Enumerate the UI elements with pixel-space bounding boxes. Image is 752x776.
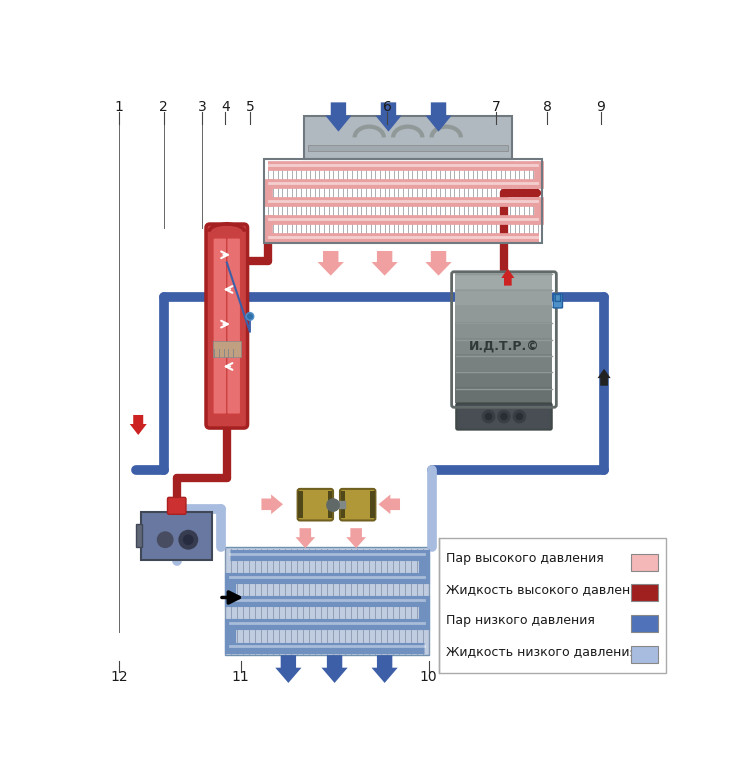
Bar bbox=[299, 491, 303, 518]
Polygon shape bbox=[130, 415, 147, 435]
Polygon shape bbox=[275, 655, 302, 683]
Text: 6: 6 bbox=[383, 100, 391, 114]
Bar bbox=[341, 491, 345, 518]
FancyBboxPatch shape bbox=[298, 489, 333, 521]
FancyBboxPatch shape bbox=[553, 294, 562, 308]
Text: 11: 11 bbox=[232, 670, 250, 684]
Text: 1: 1 bbox=[114, 100, 123, 114]
Bar bbox=[370, 491, 374, 518]
Polygon shape bbox=[347, 528, 366, 548]
Polygon shape bbox=[371, 251, 398, 275]
Text: Жидкость высокого давления: Жидкость высокого давления bbox=[446, 584, 646, 596]
Polygon shape bbox=[296, 528, 315, 548]
Circle shape bbox=[513, 411, 526, 423]
FancyBboxPatch shape bbox=[308, 144, 508, 151]
Polygon shape bbox=[378, 494, 400, 514]
Text: 9: 9 bbox=[596, 100, 605, 114]
FancyBboxPatch shape bbox=[456, 272, 553, 289]
Polygon shape bbox=[322, 655, 347, 683]
FancyBboxPatch shape bbox=[456, 305, 553, 321]
Polygon shape bbox=[371, 655, 398, 683]
Circle shape bbox=[483, 411, 495, 423]
Text: 8: 8 bbox=[543, 100, 551, 114]
FancyBboxPatch shape bbox=[456, 387, 553, 404]
Text: И.Д.Т.Р.©: И.Д.Т.Р.© bbox=[468, 341, 539, 354]
Circle shape bbox=[157, 532, 173, 547]
Text: 7: 7 bbox=[492, 100, 501, 114]
Circle shape bbox=[501, 414, 507, 420]
Circle shape bbox=[327, 499, 339, 511]
FancyBboxPatch shape bbox=[456, 338, 553, 355]
FancyBboxPatch shape bbox=[206, 224, 247, 428]
Polygon shape bbox=[426, 251, 452, 275]
Polygon shape bbox=[326, 102, 351, 132]
FancyBboxPatch shape bbox=[555, 294, 560, 301]
Text: 2: 2 bbox=[159, 100, 168, 114]
Circle shape bbox=[183, 535, 193, 544]
Bar bbox=[438, 539, 666, 673]
FancyBboxPatch shape bbox=[456, 371, 553, 387]
Circle shape bbox=[247, 314, 252, 319]
Polygon shape bbox=[317, 251, 344, 275]
Circle shape bbox=[498, 411, 510, 423]
Bar bbox=[631, 584, 658, 601]
Circle shape bbox=[246, 313, 253, 320]
Bar bbox=[226, 547, 429, 655]
FancyBboxPatch shape bbox=[456, 289, 553, 305]
Text: 5: 5 bbox=[245, 100, 254, 114]
FancyBboxPatch shape bbox=[213, 238, 227, 414]
FancyBboxPatch shape bbox=[141, 512, 212, 559]
FancyBboxPatch shape bbox=[340, 489, 375, 521]
FancyBboxPatch shape bbox=[456, 404, 552, 430]
FancyBboxPatch shape bbox=[456, 321, 553, 338]
Bar bbox=[631, 553, 658, 570]
FancyBboxPatch shape bbox=[168, 497, 186, 514]
Text: Пар низкого давления: Пар низкого давления bbox=[446, 614, 595, 627]
Polygon shape bbox=[598, 369, 611, 386]
Polygon shape bbox=[502, 268, 514, 286]
FancyBboxPatch shape bbox=[227, 238, 241, 414]
Bar bbox=[136, 525, 142, 547]
Text: 10: 10 bbox=[420, 670, 438, 684]
Circle shape bbox=[517, 414, 523, 420]
Circle shape bbox=[179, 531, 198, 549]
Text: 4: 4 bbox=[221, 100, 229, 114]
Polygon shape bbox=[262, 494, 283, 514]
Text: 12: 12 bbox=[110, 670, 128, 684]
FancyBboxPatch shape bbox=[456, 355, 553, 371]
Bar bbox=[213, 341, 241, 357]
Text: Жидкость низкого давления: Жидкость низкого давления bbox=[446, 645, 637, 658]
Bar bbox=[328, 491, 332, 518]
Text: Пар высокого давления: Пар высокого давления bbox=[446, 553, 604, 566]
Text: 3: 3 bbox=[198, 100, 207, 114]
Polygon shape bbox=[375, 102, 402, 132]
Bar bbox=[264, 158, 542, 243]
Bar bbox=[631, 646, 658, 663]
Polygon shape bbox=[426, 102, 452, 132]
Circle shape bbox=[486, 414, 492, 420]
Bar bbox=[631, 615, 658, 632]
FancyBboxPatch shape bbox=[304, 116, 511, 158]
